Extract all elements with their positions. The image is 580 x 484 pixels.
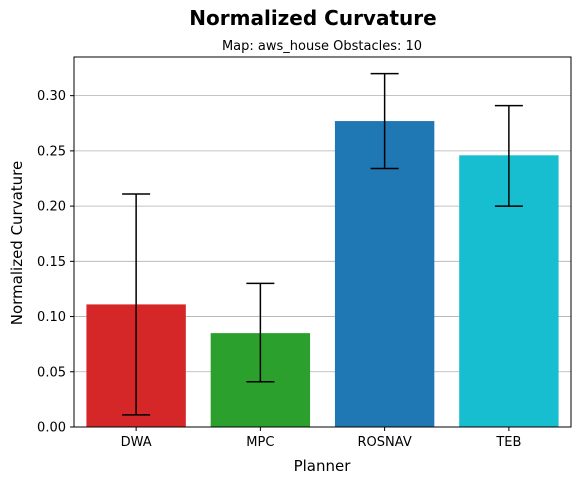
x-tick-label-mpc: MPC [246, 435, 274, 450]
bars [86, 121, 559, 428]
y-axis-label: Normalized Curvature [8, 161, 26, 326]
x-axis-label: Planner [294, 457, 352, 475]
y-axis-ticks: 0.00 0.05 0.10 0.15 0.20 0.25 0.30 [37, 89, 74, 436]
y-tick-label: 0.10 [37, 310, 66, 325]
chart-subtitle: Map: aws_house Obstacles: 10 [222, 39, 422, 54]
error-bar-dwa [122, 193, 151, 416]
y-tick-label: 0.15 [37, 255, 66, 270]
y-tick-label: 0.30 [37, 89, 66, 104]
x-tick-label-rosnav: ROSNAV [358, 435, 412, 450]
y-tick-label: 0.25 [37, 144, 66, 159]
y-tick-label: 0.20 [37, 200, 66, 215]
y-tick-label: 0.05 [37, 365, 66, 380]
error-bar-rosnav [370, 72, 399, 170]
x-tick-label-teb: TEB [495, 435, 521, 450]
error-bar-teb [494, 104, 523, 207]
x-axis-ticks: DWA MPC ROSNAV TEB [121, 427, 521, 450]
error-bars [122, 72, 523, 416]
x-tick-label-dwa: DWA [121, 435, 152, 450]
error-bar-mpc [246, 282, 275, 383]
bar-rosnav [334, 121, 435, 428]
chart-title: Normalized Curvature [189, 6, 436, 30]
plot-frame [73, 56, 572, 428]
y-tick-label: 0.00 [37, 421, 66, 436]
